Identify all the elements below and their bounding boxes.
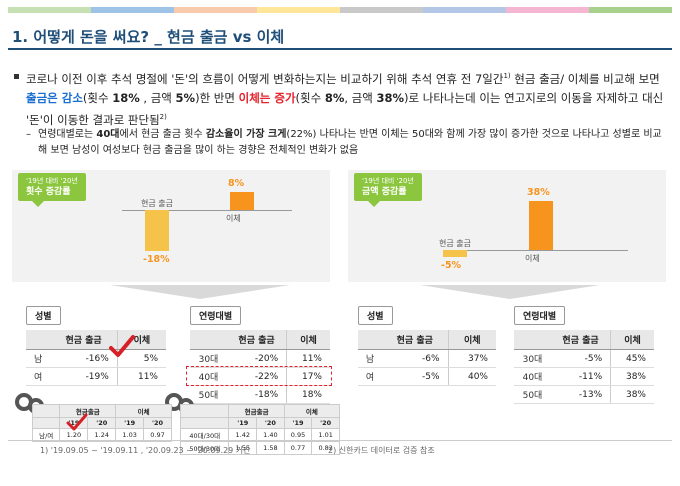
table-row: 50대 -18% 18% bbox=[190, 385, 330, 404]
color-strip-segment bbox=[257, 7, 340, 13]
right-tag: '19년 대비 '20년 금액 증감률 bbox=[354, 173, 422, 207]
table-row: 남/여 1.20 1.24 1.03 0.97 bbox=[31, 428, 172, 442]
bar-value-label: 8% bbox=[228, 177, 245, 189]
footnote-2: 2) 신한카드 데이터로 검증 참조 bbox=[328, 446, 435, 455]
left-tag: '19년 대비 '20년 횟수 증감률 bbox=[18, 173, 86, 207]
left-gender-table: 현금 출금 이체 남 -16% 5% 여 -19% 11% bbox=[26, 330, 166, 386]
color-strip-segment bbox=[589, 7, 672, 13]
bar-category-label: 이체 bbox=[525, 254, 540, 263]
main-bullet-text: 코로나 이전 이후 추석 명절에 '돈'의 흐름이 어떻게 변화하는지는 비교하… bbox=[26, 71, 664, 127]
mini-gender-ratio-table: 현금출금 이체 '19'20'19'20 남/여 1.20 1.24 1.03 0.97 bbox=[31, 404, 172, 442]
color-strip-segment bbox=[8, 7, 91, 13]
table-row: 남 -16% 5% bbox=[26, 349, 166, 368]
left-age-label: 연령대별 bbox=[190, 306, 242, 325]
left-age-table: 현금 출금 이체 30대 -20% 11% 40대 -22% 17% 50대 -18% 18% bbox=[190, 330, 330, 404]
checkmark-icon bbox=[109, 335, 135, 357]
bar-category-label: 현금 출금 bbox=[141, 199, 173, 208]
color-strip-segment bbox=[506, 7, 589, 13]
checkmark-icon bbox=[66, 413, 88, 431]
left-gender-label: 성별 bbox=[26, 306, 61, 325]
color-strip-segment bbox=[91, 7, 174, 13]
right-gender-label: 성별 bbox=[358, 306, 393, 325]
bar-0 bbox=[145, 210, 169, 252]
bar-category-label: 이체 bbox=[226, 214, 241, 223]
right-arrow-shape bbox=[420, 285, 600, 299]
title-box: 1. 어떻게 돈을 써요? _ 현금 출금 vs 이체 bbox=[8, 20, 672, 50]
chart-baseline bbox=[122, 210, 292, 211]
bar-1 bbox=[529, 200, 553, 250]
top-color-strip bbox=[8, 7, 672, 13]
table-row: 남 -6% 37% bbox=[358, 349, 496, 368]
right-age-label: 연령대별 bbox=[514, 306, 566, 325]
table-row: 50대 -13% 38% bbox=[514, 385, 654, 404]
table-row: 50대/30대 1.55 1.58 0.77 0.82 bbox=[179, 441, 340, 455]
bar-category-label: 현금 출금 bbox=[439, 239, 471, 248]
table-row: 여 -5% 40% bbox=[358, 367, 496, 386]
bar-value-label: -5% bbox=[441, 259, 462, 271]
table-row: 여 -19% 11% bbox=[26, 367, 166, 386]
main-bullet: 코로나 이전 이후 추석 명절에 '돈'의 흐름이 어떻게 변화하는지는 비교하… bbox=[14, 67, 670, 130]
right-age-table: 현금 출금 이체 30대 -5% 45% 40대 -11% 38% 50대 -13% 38% bbox=[514, 330, 654, 404]
page-title: 1. 어떻게 돈을 써요? _ 현금 출금 vs 이체 bbox=[12, 28, 285, 46]
table-row: 30대 -20% 11% bbox=[190, 349, 330, 368]
bar-0 bbox=[443, 250, 467, 257]
table-row: 40대/30대 1.42 1.40 0.95 1.01 bbox=[179, 428, 340, 442]
footer-divider bbox=[8, 440, 672, 441]
sub-bullet: – 연령대별로는 40대에서 현금 출금 횟수 감소율이 가장 크게(22%) … bbox=[26, 127, 670, 159]
bullet-square-icon bbox=[14, 74, 19, 79]
right-gender-table: 현금 출금 이체 남 -6% 37% 여 -5% 40% bbox=[358, 330, 496, 386]
table-row: 40대 -11% 38% bbox=[514, 367, 654, 386]
bar-value-label: -18% bbox=[143, 254, 170, 266]
highlight-40s-row-box bbox=[186, 366, 332, 386]
table-row: 30대 -5% 45% bbox=[514, 349, 654, 368]
bar-value-label: 38% bbox=[527, 186, 550, 198]
color-strip-segment bbox=[174, 7, 257, 13]
chart-baseline bbox=[458, 250, 628, 251]
color-strip-segment bbox=[340, 7, 423, 13]
left-arrow-shape bbox=[110, 285, 290, 299]
footnote-1: 1) '19.09.05 ~ '19.09.11 , '20.09.23 ~ '… bbox=[40, 446, 251, 455]
color-strip-segment bbox=[423, 7, 506, 13]
mini-age-ratio-table: 현금출금 이체 '19'20'19'20 40대/30대 1.42 1.40 0.95 1… bbox=[179, 404, 341, 455]
table-row: 40대 -22% 17% bbox=[190, 367, 330, 386]
dash-marker: – bbox=[26, 129, 31, 140]
sub-bullet-text: 연령대별로는 40대에서 현금 출금 횟수 감소율이 가장 크게(22%) 나타… bbox=[38, 129, 662, 156]
bar-1 bbox=[230, 191, 254, 210]
